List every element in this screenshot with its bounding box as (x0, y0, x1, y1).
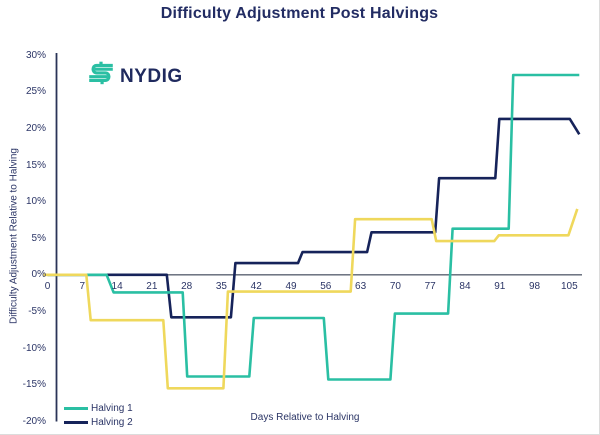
legend-label-halving-2: Halving 2 (91, 416, 133, 428)
x-tick-label: 49 (285, 281, 297, 292)
legend-item-halving-1: Halving 1 (64, 402, 133, 416)
series-line-halving-2 (47, 117, 581, 319)
y-tick-label: -15% (22, 379, 46, 391)
x-tick-label: 21 (146, 281, 158, 292)
legend-label-halving-1: Halving 1 (91, 403, 133, 415)
y-tick-label: 10% (25, 196, 46, 208)
nydig-s-mark-icon (86, 60, 116, 93)
x-tick-label: 56 (320, 281, 332, 292)
x-tick-label: 35 (215, 281, 227, 292)
y-tick-label: 20% (25, 122, 46, 134)
y-tick-label: 0% (31, 269, 46, 281)
y-tick-label: 15% (25, 159, 46, 171)
x-tick-label: 28 (181, 281, 193, 292)
x-tick-label: 14 (111, 281, 123, 292)
chart-legend: Halving 1 Halving 2 (64, 402, 133, 429)
x-tick-label: 84 (459, 281, 471, 292)
nydig-logo: NYDIG (86, 60, 183, 93)
chart-title: Difficulty Adjustment Post Halvings (160, 5, 439, 22)
y-tick-label: -20% (22, 415, 46, 427)
legend-item-halving-2: Halving 2 (64, 416, 133, 430)
y-tick-label: -10% (22, 342, 46, 354)
x-tick-label: 42 (250, 281, 262, 292)
x-tick-label: 77 (424, 281, 436, 292)
y-tick-label: 25% (25, 86, 46, 98)
series-line-halving-1 (47, 73, 580, 381)
y-tick-label: 5% (31, 232, 46, 244)
legend-swatch-halving-1 (64, 407, 88, 411)
x-tick-label: 105 (561, 281, 578, 292)
x-tick-label: 0 (44, 281, 51, 292)
x-tick-label: 98 (528, 281, 541, 292)
y-tick-label: 30% (25, 49, 46, 61)
y-axis-title: Difficulty Adjustment Relative to Halvin… (8, 147, 20, 325)
legend-swatch-halving-2 (64, 420, 88, 424)
y-tick-label: -5% (28, 305, 46, 317)
x-tick-label: 91 (494, 281, 506, 292)
x-tick-label: 70 (389, 281, 401, 292)
series-line-halving-3 (43, 208, 579, 390)
x-tick-label: 7 (79, 281, 86, 292)
x-tick-label: 63 (355, 281, 367, 292)
x-axis-title: Days Relative to Halving (250, 412, 360, 423)
nydig-logo-text: NYDIG (120, 65, 183, 87)
